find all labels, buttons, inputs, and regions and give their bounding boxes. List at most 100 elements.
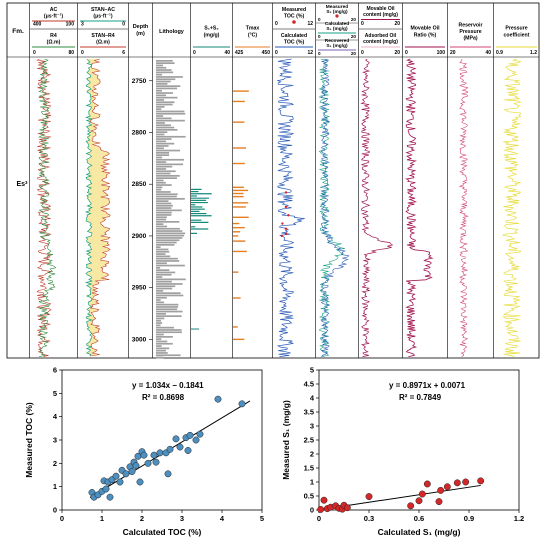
stan-ac-curve <box>84 58 94 357</box>
lithology-bar <box>156 276 163 278</box>
r-squared: R² = 0.7849 <box>399 393 442 402</box>
lithology-bar <box>156 129 178 131</box>
fm-header: Fm. <box>12 28 24 35</box>
s1-recovered-curve <box>320 58 350 357</box>
lithology-bar <box>156 317 165 320</box>
lithology-bar <box>156 352 168 354</box>
lithology-bar <box>156 234 185 237</box>
toc-bottom-max: 12 <box>307 50 313 56</box>
y-tick-label: 6 <box>53 366 57 375</box>
depth-tick-label: 2750 <box>132 78 147 85</box>
lithology-bar <box>156 273 172 276</box>
lithology-bar <box>156 308 178 311</box>
lithology-bar <box>156 230 183 232</box>
stan-fill <box>86 59 111 356</box>
lithology-bar <box>156 181 166 184</box>
lithology-bar <box>156 340 168 343</box>
x-tick-label: 4 <box>220 514 225 523</box>
lithology-bar <box>156 87 178 90</box>
lithology-bar <box>156 149 181 152</box>
lithology-bar <box>156 216 167 219</box>
data-point <box>112 472 120 480</box>
lithology-bar <box>156 62 175 64</box>
track-top-label: STAN–AC <box>91 7 115 13</box>
lithology-bar <box>156 239 180 242</box>
lithology-bar <box>156 306 179 308</box>
y-tick-label: 0 <box>53 506 57 515</box>
lithology-bar <box>156 66 167 69</box>
lithology-bar <box>156 336 173 338</box>
y-tick-label: 1 <box>310 478 314 487</box>
lithology-bar <box>156 78 176 81</box>
oil-top-max: 20 <box>394 21 400 27</box>
lithology-bar <box>156 207 172 209</box>
stan-r4-curve <box>89 58 111 357</box>
data-point <box>462 478 470 486</box>
measured-toc-marker-icon <box>292 20 296 24</box>
y-tick-label: 5 <box>310 366 314 375</box>
toc-bottom-label: Calculated <box>281 33 307 39</box>
data-point <box>196 430 204 438</box>
toc-top-label: Measured <box>282 7 306 13</box>
track-label: (°C) <box>248 32 258 38</box>
lithology-bar <box>156 333 164 336</box>
movable-oil-ratio-curve <box>405 58 434 357</box>
depth-header: Depth <box>133 24 149 30</box>
lithology-bar <box>156 71 174 74</box>
track-max: 1.2 <box>530 50 537 56</box>
s1-label: Measured <box>326 4 348 10</box>
lithology-bar <box>156 145 169 147</box>
measured-toc-point <box>280 234 284 238</box>
lithology-bar <box>156 170 176 173</box>
lithology-bar <box>156 241 177 244</box>
measured-toc-point <box>284 232 288 236</box>
data-point <box>477 477 485 485</box>
lithology-header: Lithology <box>159 29 185 35</box>
track-bottom-unit: (Ω.m) <box>96 40 110 46</box>
x-axis-label: Calculated TOC (%) <box>123 527 202 537</box>
track-max: 100 <box>437 50 446 56</box>
lithology-bar <box>156 283 183 285</box>
formation-label: Es3 <box>16 180 28 189</box>
lithology-bar <box>156 232 186 235</box>
lithology-bar <box>156 175 180 177</box>
measured-toc-point <box>284 205 288 209</box>
y-tick-label: 3.5 <box>304 408 314 417</box>
y-tick-label: 0 <box>310 506 314 515</box>
r4-curve <box>38 58 57 357</box>
lithology-bar <box>156 89 162 92</box>
data-point <box>453 479 461 487</box>
depth-tick-label: 2800 <box>132 129 147 136</box>
lithology-bar <box>156 285 176 288</box>
depth-unit: (m) <box>136 31 145 37</box>
depth-tick-label: 3000 <box>132 336 147 343</box>
lithology-bar <box>156 154 170 156</box>
data-point <box>407 502 415 510</box>
lithology-bar <box>156 133 165 136</box>
toc-top-min: 0 <box>275 21 278 27</box>
x-tick-label: 0.6 <box>414 514 424 523</box>
data-point <box>320 496 328 504</box>
y-tick-label: 3 <box>53 436 57 445</box>
lithology-bar <box>156 152 170 154</box>
lithology-bar <box>156 294 184 297</box>
y-tick-label: 5 <box>53 389 57 398</box>
lithology-bar <box>156 326 174 329</box>
lithology-bar <box>156 354 181 357</box>
lithology-bar <box>156 319 161 322</box>
track-top-min: 400 <box>33 22 42 28</box>
lithology-bar <box>156 331 182 334</box>
lithology-bar <box>156 195 177 198</box>
lithology-bar <box>156 103 173 106</box>
data-point <box>128 468 136 475</box>
reservoir-pressure-curve <box>458 58 469 357</box>
lithology-bar <box>156 301 165 304</box>
lithology-bar <box>156 99 165 101</box>
track-top-min: 3 <box>81 22 84 28</box>
lithology-bar <box>156 179 164 182</box>
lithology-bar <box>156 211 172 214</box>
track-label: Movable Oil <box>410 26 440 32</box>
track-label: coefficient <box>504 32 530 38</box>
measured-toc-point <box>284 227 288 230</box>
track-max: 40 <box>485 50 491 56</box>
